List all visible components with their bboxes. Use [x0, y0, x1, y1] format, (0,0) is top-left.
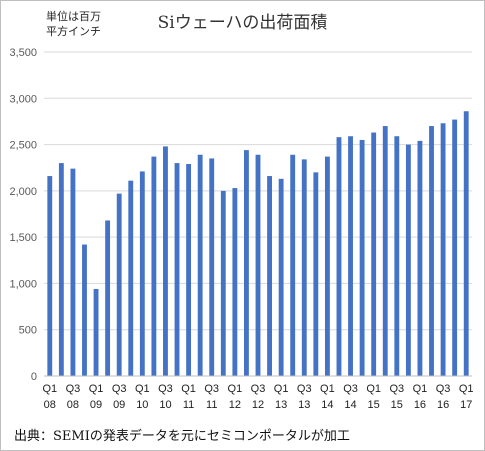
x-tick-label-year: 15	[368, 399, 380, 411]
bar	[255, 154, 261, 376]
x-tick-label-quarter: Q3	[158, 383, 173, 395]
x-tick-label-quarter: Q1	[320, 383, 335, 395]
bar	[371, 132, 377, 376]
unit-label-line-1: 単位は百万	[46, 10, 101, 23]
bar	[452, 119, 458, 376]
bar	[267, 176, 272, 376]
bar	[116, 193, 122, 376]
x-tick-label-quarter: Q1	[89, 383, 104, 395]
bar	[405, 144, 411, 376]
x-axis-ticks: Q1 08 Q3 08 Q1 09 Q3 09 Q1 10 Q3 10 Q1 11 Q3 11 Q1 12 Q3 12…	[42, 383, 473, 411]
unit-label-line-2: 平方インチ	[46, 25, 101, 38]
bar	[82, 244, 87, 376]
x-tick-label-year: 08	[67, 399, 79, 411]
bar	[244, 150, 249, 376]
x-tick-label-year: 09	[90, 399, 102, 411]
bar	[197, 154, 203, 376]
bar	[290, 154, 296, 376]
bar	[394, 136, 400, 376]
bar	[382, 126, 388, 376]
x-tick-label-quarter: Q3	[251, 383, 266, 395]
x-tick-label-quarter: Q3	[343, 383, 358, 395]
x-tick-label-year: 12	[252, 399, 264, 411]
x-tick-label-quarter: Q3	[436, 383, 451, 395]
bar	[128, 180, 134, 376]
bar	[301, 159, 307, 376]
x-tick-label-quarter: Q3	[112, 383, 127, 395]
y-tick-label: 2,000	[9, 186, 37, 198]
x-tick-label-year: 13	[275, 399, 287, 411]
x-tick-label-quarter: Q1	[413, 383, 428, 395]
bar	[324, 156, 330, 376]
bar	[209, 158, 215, 376]
bar	[139, 171, 145, 376]
x-tick-label-year: 14	[344, 399, 356, 411]
bar	[429, 126, 434, 376]
x-tick-label-quarter: Q3	[66, 383, 81, 395]
bar	[440, 123, 446, 376]
bar	[186, 164, 192, 376]
x-tick-label-year: 09	[113, 399, 125, 411]
x-tick-label-quarter: Q1	[366, 383, 381, 395]
x-tick-label-year: 08	[44, 399, 56, 411]
bars	[47, 111, 469, 376]
x-tick-label-quarter: Q3	[389, 383, 404, 395]
bar	[93, 288, 99, 376]
x-tick-label-quarter: Q3	[204, 383, 219, 395]
x-tick-label-quarter: Q1	[181, 383, 196, 395]
bar	[359, 139, 365, 376]
bar	[151, 156, 157, 376]
unit-label: 単位は百万 平方インチ	[46, 9, 101, 39]
x-tick-label-quarter: Q1	[459, 383, 474, 395]
x-tick-label-year: 11	[206, 399, 217, 411]
bar	[336, 137, 342, 376]
source-note: 出典：SEMIの発表データを元にセミコンポータルが加工	[14, 429, 350, 444]
y-tick-label: 2,500	[9, 140, 37, 152]
x-tick-label-quarter: Q1	[135, 383, 150, 395]
x-tick-label-quarter: Q1	[228, 383, 243, 395]
x-tick-label-year: 14	[321, 399, 333, 411]
x-tick-label-year: 17	[460, 399, 472, 411]
bar	[105, 220, 111, 376]
bar	[47, 176, 53, 376]
bar	[278, 178, 284, 376]
bar	[313, 172, 319, 376]
x-tick-label-quarter: Q1	[42, 383, 57, 395]
bar	[232, 188, 238, 376]
x-tick-label-year: 11	[183, 399, 194, 411]
chart-title: Siウェーハの出荷面積	[157, 13, 328, 33]
y-tick-label: 0	[31, 371, 37, 383]
x-tick-label-quarter: Q1	[274, 383, 289, 395]
x-tick-label-year: 16	[437, 399, 449, 411]
bar	[70, 168, 76, 376]
x-tick-label-year: 10	[136, 399, 148, 411]
bar	[174, 163, 180, 376]
bar	[163, 146, 168, 376]
x-tick-label-year: 15	[391, 399, 403, 411]
bar	[220, 190, 226, 376]
y-tick-label: 3,000	[9, 93, 37, 105]
y-axis-ticks: 0 500 1,000 1,500 2,000 2,500 3,000 3,500	[9, 47, 37, 383]
x-tick-label-quarter: Q3	[297, 383, 312, 395]
bar	[463, 111, 469, 376]
x-tick-label-year: 16	[414, 399, 426, 411]
bar	[417, 140, 423, 376]
y-tick-label: 1,500	[9, 232, 37, 244]
x-tick-label-year: 13	[298, 399, 310, 411]
y-tick-label: 500	[19, 325, 37, 337]
bar	[348, 136, 353, 376]
y-tick-label: 1,000	[9, 278, 37, 290]
bar	[58, 163, 64, 376]
y-tick-label: 3,500	[9, 47, 37, 59]
x-tick-label-year: 12	[229, 399, 241, 411]
x-tick-label-year: 10	[159, 399, 171, 411]
